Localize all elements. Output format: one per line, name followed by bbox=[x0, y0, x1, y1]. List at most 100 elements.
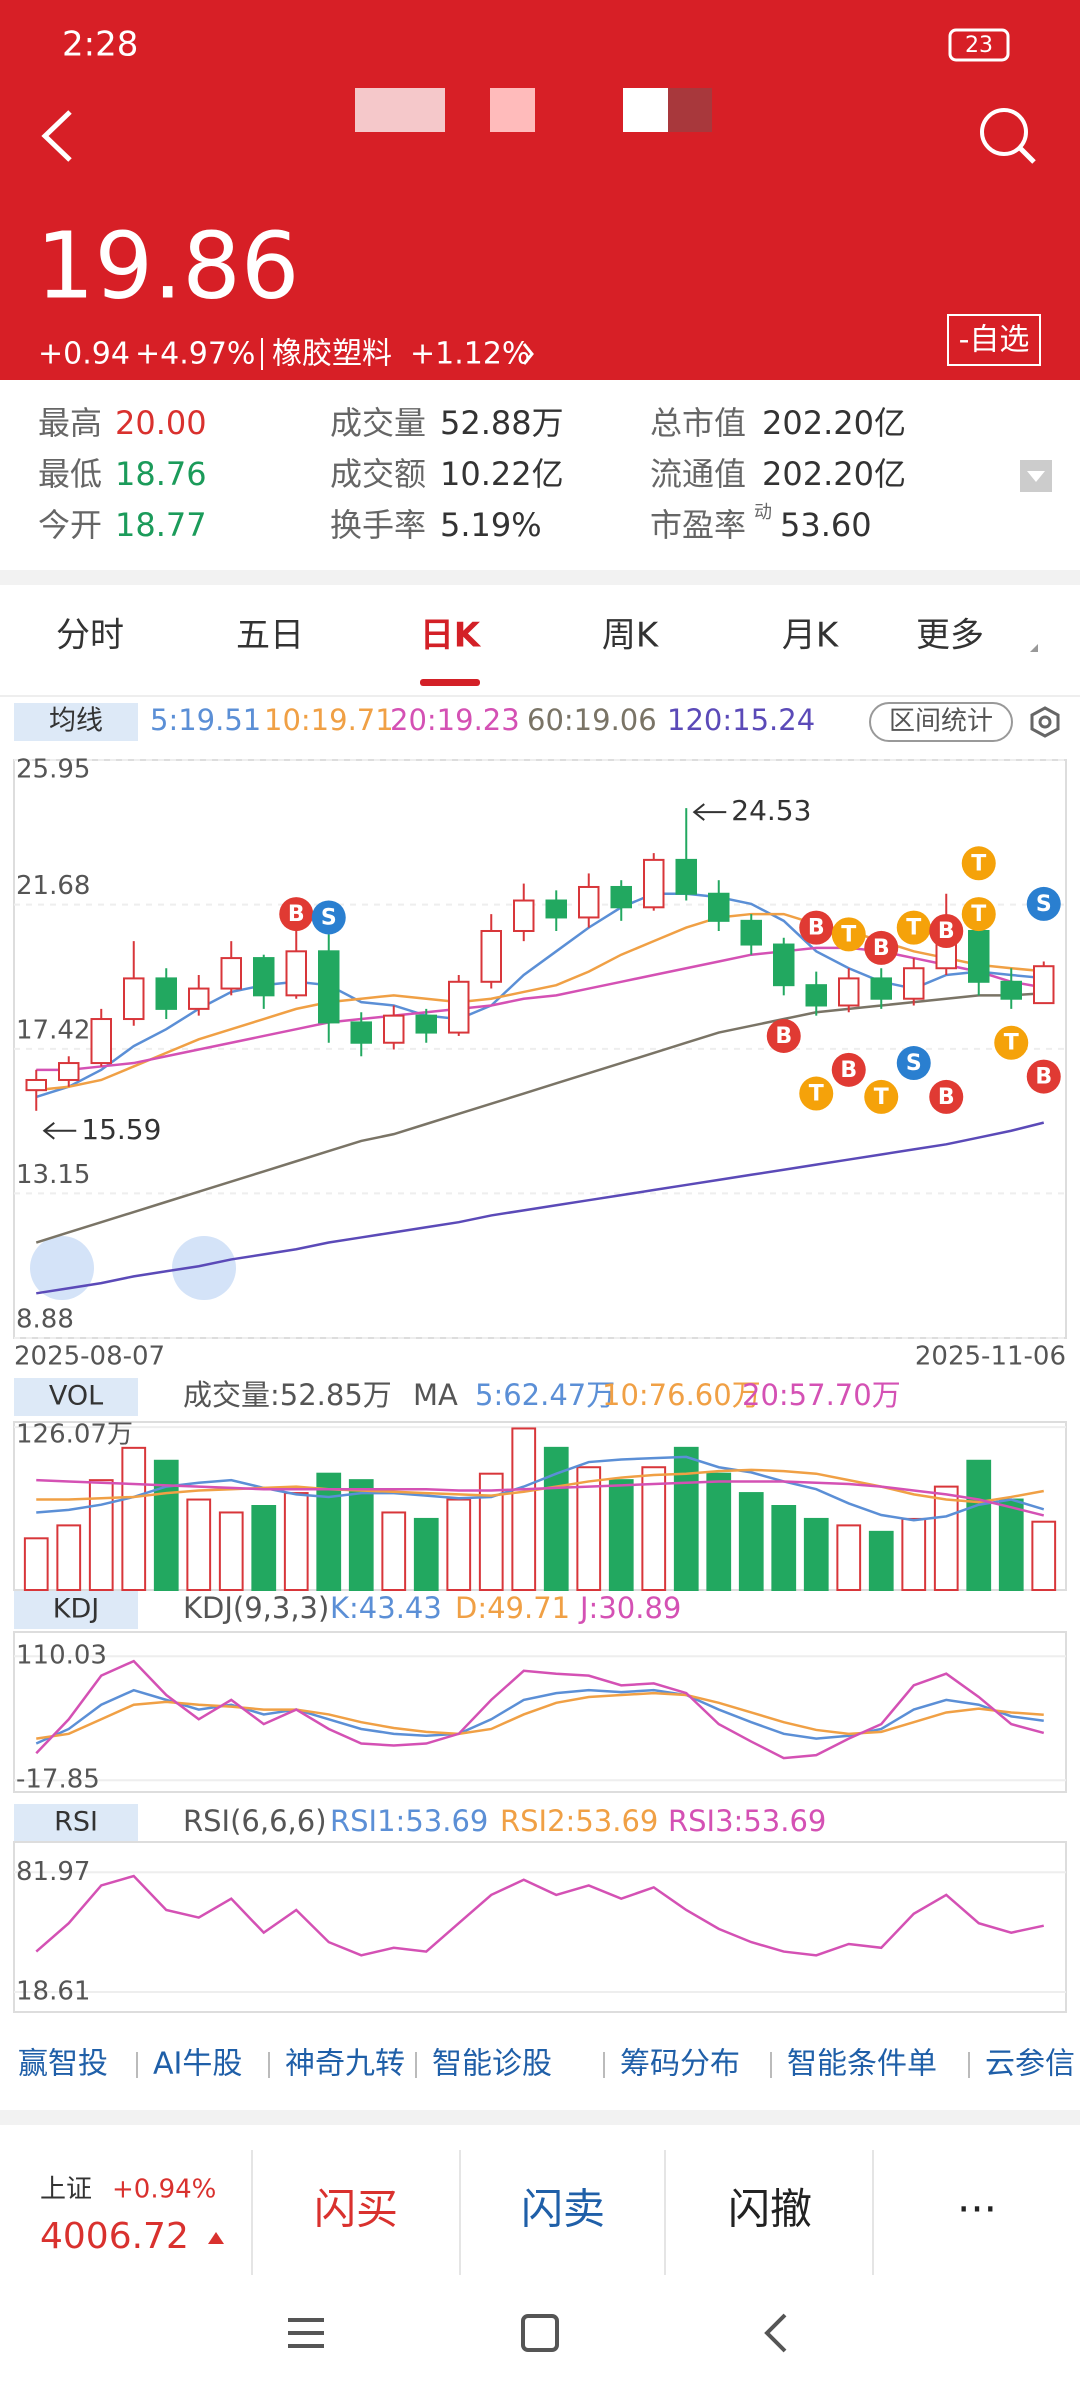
min-arrow-head bbox=[42, 1122, 55, 1140]
watch-label[interactable]: -自选 bbox=[959, 323, 1030, 358]
indicator-line bbox=[35, 1688, 1044, 1745]
tool-link[interactable]: 智能条件单 bbox=[787, 2047, 937, 2082]
volume-bar bbox=[381, 1511, 407, 1592]
y-tick-label: 21.68 bbox=[16, 871, 90, 901]
indicator-value: RSI(6,6,6) bbox=[183, 1804, 327, 1838]
volume-bar bbox=[771, 1505, 797, 1591]
indicator-value: RSI2:53.69 bbox=[500, 1804, 658, 1838]
candle-body bbox=[155, 977, 177, 1010]
candle-body bbox=[545, 899, 567, 919]
x-tick-label: 2025-08-07 bbox=[14, 1342, 165, 1372]
signal-marker[interactable] bbox=[1026, 886, 1061, 921]
back-button[interactable] bbox=[41, 110, 72, 162]
candle-body bbox=[318, 950, 340, 1024]
settings-icon[interactable] bbox=[1030, 706, 1060, 738]
sector[interactable]: 橡胶塑料 bbox=[272, 337, 392, 372]
tab-underline bbox=[420, 679, 480, 686]
volume-bar bbox=[446, 1498, 472, 1591]
volume-bar bbox=[1031, 1520, 1057, 1591]
tab[interactable]: 更多 bbox=[916, 616, 984, 656]
signal-marker[interactable] bbox=[864, 930, 899, 965]
signal-marker[interactable] bbox=[896, 1046, 931, 1081]
y-tick-label: -17.85 bbox=[16, 1765, 100, 1795]
indicator-line bbox=[35, 1659, 1045, 1760]
signal-label: T bbox=[874, 1085, 889, 1110]
watch-button[interactable] bbox=[947, 314, 1041, 366]
signal-marker[interactable] bbox=[929, 1079, 964, 1114]
stat-label: 成交量 bbox=[330, 404, 426, 442]
signal-marker[interactable] bbox=[896, 910, 931, 945]
tab[interactable]: 分时 bbox=[56, 616, 124, 656]
candle-body bbox=[188, 987, 210, 1010]
tab[interactable]: 日K bbox=[420, 616, 482, 656]
signal-label: S bbox=[321, 905, 337, 930]
divider bbox=[0, 695, 1080, 697]
nav-bar[interactable] bbox=[288, 2313, 787, 2353]
stat-label: 今开 bbox=[38, 506, 102, 544]
tool-link[interactable]: 赢智投 bbox=[18, 2047, 108, 2082]
signal-marker[interactable] bbox=[799, 910, 834, 945]
price: 19.86 bbox=[36, 212, 299, 319]
indicator-name: RSI bbox=[54, 1807, 98, 1838]
candle-body bbox=[643, 858, 665, 909]
signal-marker[interactable] bbox=[766, 1018, 801, 1053]
signal-marker[interactable] bbox=[311, 900, 346, 935]
signal-marker[interactable] bbox=[1026, 1059, 1061, 1094]
volume-bar bbox=[706, 1472, 732, 1591]
signal-marker[interactable] bbox=[831, 917, 866, 952]
action-button[interactable]: 闪撤 bbox=[728, 2185, 812, 2234]
index-value: 4006.72 bbox=[40, 2216, 189, 2257]
indicator-value: J:30.89 bbox=[578, 1591, 681, 1625]
tab[interactable]: 五日 bbox=[236, 616, 304, 656]
tool-link[interactable]: 智能诊股 bbox=[432, 2047, 552, 2082]
action-button[interactable]: 闪卖 bbox=[521, 2185, 605, 2234]
signal-marker[interactable] bbox=[799, 1076, 834, 1111]
candle-body bbox=[513, 899, 535, 932]
indicator-value: 5:19.51 bbox=[150, 703, 261, 737]
signal-label: T bbox=[906, 916, 921, 941]
more-arrow bbox=[1030, 644, 1038, 652]
signal-marker[interactable] bbox=[831, 1052, 866, 1087]
stat-sup: 动 bbox=[754, 502, 772, 523]
candle-body bbox=[350, 1021, 372, 1044]
search-button[interactable] bbox=[980, 108, 1036, 164]
index-change: +0.94% bbox=[112, 2175, 216, 2205]
tool-link[interactable]: 云参信 bbox=[985, 2047, 1075, 2082]
volume-bar bbox=[316, 1472, 342, 1591]
y-tick-label: 81.97 bbox=[16, 1857, 90, 1887]
indicator-line bbox=[35, 892, 1044, 1099]
action-button[interactable]: ··· bbox=[957, 2185, 997, 2234]
indicator-line bbox=[36, 1455, 1045, 1522]
tab[interactable]: 周K bbox=[602, 616, 660, 656]
signal-marker[interactable] bbox=[994, 1025, 1029, 1060]
index-name: 上证 bbox=[40, 2175, 92, 2205]
stat-value: 202.20亿 bbox=[762, 455, 906, 493]
action-button[interactable]: 闪买 bbox=[314, 2185, 398, 2234]
indicator-value: 10:76.60万 bbox=[602, 1378, 761, 1412]
sector-chevron[interactable] bbox=[522, 343, 534, 365]
candle-body bbox=[123, 977, 145, 1021]
volume-bar bbox=[868, 1530, 894, 1592]
volume-bar bbox=[251, 1505, 277, 1591]
candle-body bbox=[415, 1014, 437, 1034]
signal-marker[interactable] bbox=[929, 913, 964, 948]
indicator-value: 20:19.23 bbox=[390, 703, 520, 737]
tab[interactable]: 月K bbox=[782, 616, 840, 656]
y-tick-label: 17.42 bbox=[16, 1015, 90, 1045]
signal-marker[interactable] bbox=[864, 1079, 899, 1114]
range-stats-button[interactable] bbox=[869, 702, 1013, 742]
range-stats-label[interactable]: 区间统计 bbox=[889, 707, 993, 737]
signal-marker[interactable] bbox=[279, 897, 314, 932]
x-tick-label: 2025-11-06 bbox=[915, 1342, 1066, 1372]
chart-controls[interactable] bbox=[30, 1236, 236, 1300]
indicator-value: 10:19.71 bbox=[264, 703, 394, 737]
stats-expand[interactable] bbox=[1020, 460, 1052, 492]
tool-link[interactable]: AI牛股 bbox=[153, 2047, 242, 2082]
signal-marker[interactable] bbox=[961, 897, 996, 932]
candle-body bbox=[740, 919, 762, 946]
tool-link[interactable]: 筹码分布 bbox=[620, 2047, 740, 2082]
tool-link[interactable]: 神奇九转 bbox=[285, 2047, 405, 2082]
signal-marker[interactable] bbox=[961, 846, 996, 881]
